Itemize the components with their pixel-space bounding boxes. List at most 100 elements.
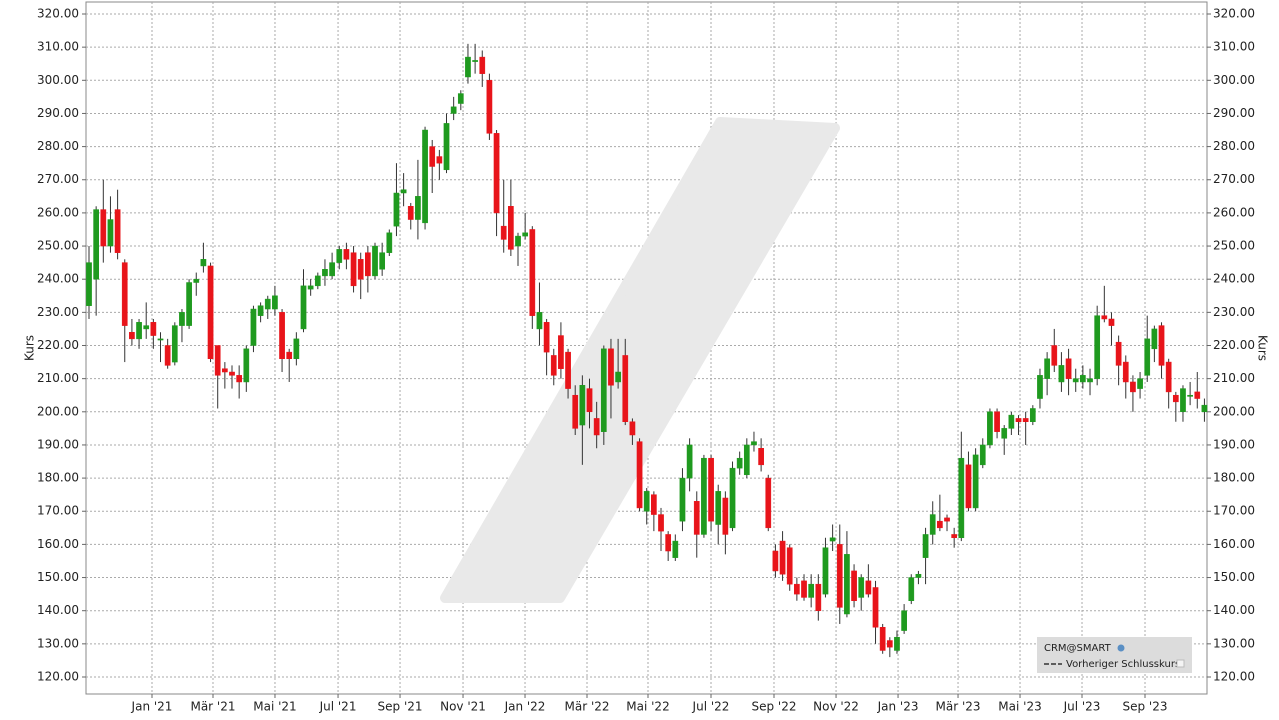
candle-body [279,312,285,360]
candle-body [179,312,185,326]
candle-body [550,355,557,376]
x-tick-label: Jul '21 [319,700,357,714]
y2-tick-label: 210.00 [1213,371,1255,385]
candle-body [1165,361,1172,393]
candle-body [250,308,257,346]
candle-body [722,497,729,535]
candle-body [822,547,829,595]
candle-body [972,454,979,509]
candle-body [929,514,936,535]
candle-body [393,192,400,227]
x-tick-label: Mär '22 [564,700,609,714]
candle-body [679,477,686,522]
candle-body [1180,388,1186,413]
y2-tick-label: 150.00 [1213,570,1255,584]
candle-body [1094,315,1101,379]
y2-tick-label: 190.00 [1213,437,1255,451]
candle-body [672,540,679,558]
candle-body [608,348,614,386]
candle-body [1087,378,1093,383]
y2-tick-label: 320.00 [1213,7,1255,21]
candle-body [522,232,529,237]
candle-body [129,331,135,340]
candle-body [229,371,235,376]
candle-body [214,345,221,376]
y2-tick-label: 310.00 [1213,40,1255,54]
candle-body [651,494,657,515]
candle-body [193,278,200,283]
x-tick-label: Mai '23 [998,700,1041,714]
candle-body [836,544,843,608]
candle-body [643,491,650,512]
y-tick-label: 120.00 [37,669,79,683]
candle-body [558,335,564,369]
x-tick-label: Jan '23 [877,700,919,714]
candle-body [1037,375,1043,399]
candle-body [500,225,507,240]
candle-body [257,305,264,316]
x-tick-label: Sep '23 [1123,700,1168,714]
candle-body [586,388,593,413]
y-tick-label: 300.00 [37,73,79,87]
candle-body [357,259,364,280]
candle-body [765,477,772,529]
y-tick-label: 280.00 [37,139,79,153]
candle-body [693,501,700,535]
candle-body [686,444,693,479]
y2-axis-label: Kurs [1256,335,1270,361]
candle-body [565,351,571,389]
y-tick-label: 160.00 [37,537,79,551]
candle-body [465,56,471,78]
candle-body [772,550,779,572]
candle-body [350,252,357,287]
y2-tick-label: 200.00 [1213,404,1255,418]
axes: 120.00 120.00 130.00 130.00 140.00 140.00 150.… [37,7,1255,714]
candle-body [751,441,757,446]
y2-tick-label: 160.00 [1213,537,1255,551]
candle-body [479,56,486,74]
x-tick-label: Nov '22 [813,700,859,714]
watermark [440,117,840,603]
candle-body [286,351,293,360]
candle-body [987,411,993,446]
candle-body [443,123,450,171]
y2-tick-label: 120.00 [1213,669,1255,683]
candle-body [143,325,150,330]
legend-icon [1176,659,1185,668]
y-tick-label: 260.00 [37,205,79,219]
x-tick-label: Jan '21 [131,700,173,714]
y2-tick-label: 130.00 [1213,636,1255,650]
candle-body [729,467,736,529]
candle-body [944,517,950,522]
y2-tick-label: 290.00 [1213,106,1255,120]
candle-body [1051,345,1058,366]
candle-body [422,129,428,224]
candle-body [1065,358,1072,379]
x-tick-label: Sep '22 [751,700,796,714]
candle-body [779,540,786,575]
y-tick-label: 210.00 [37,371,79,385]
candle-body [436,156,443,164]
candle-body [472,60,478,62]
candle-body [615,371,621,383]
candle-body [865,580,872,595]
y2-tick-label: 180.00 [1213,471,1255,485]
candle-body [164,345,171,366]
candle-body [407,206,414,220]
candle-body [1137,378,1143,389]
candle-body [243,348,250,383]
candle-body [207,265,214,360]
candle-body [786,547,793,585]
candle-body [665,534,672,552]
candle-body [1072,378,1079,383]
candle-body [600,348,607,432]
candle-body [415,196,421,220]
candle-body [1187,394,1193,397]
legend-entry: CRM@SMART [1044,643,1112,654]
y-tick-label: 200.00 [37,404,79,418]
candle-body [994,411,1000,432]
candle-body [736,457,743,469]
y-tick-label: 130.00 [37,636,79,650]
candle-body [1158,325,1165,366]
